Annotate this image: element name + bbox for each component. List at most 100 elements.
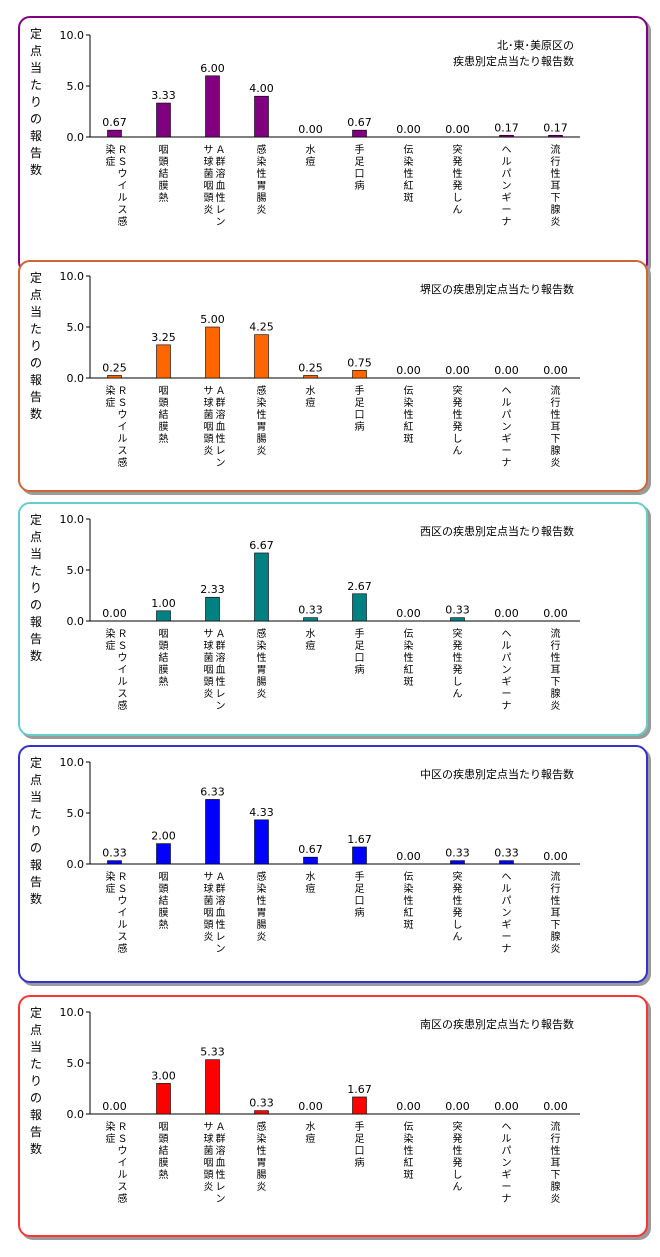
x-category-char: ン bbox=[502, 908, 512, 919]
x-category-char: 溶 bbox=[216, 651, 226, 664]
x-category-char: 炎 bbox=[257, 445, 267, 457]
x-category-char: 菌 bbox=[204, 1145, 214, 1157]
x-category-char: 痘 bbox=[306, 639, 316, 652]
x-category-char: 熱 bbox=[159, 1168, 169, 1181]
x-category-char: ギ bbox=[502, 433, 512, 445]
x-category-char: Ｓ bbox=[118, 1134, 128, 1145]
x-category-char: 性 bbox=[216, 918, 226, 931]
data-label: 0.00 bbox=[102, 607, 127, 620]
x-category-char: パ bbox=[502, 1145, 512, 1157]
x-category-char: 性 bbox=[404, 894, 414, 907]
x-category-char: 性 bbox=[453, 894, 463, 907]
x-category-char: レ bbox=[216, 932, 226, 943]
data-label: 0.17 bbox=[543, 121, 568, 134]
data-label: 0.33 bbox=[445, 604, 470, 617]
data-label: 2.67 bbox=[347, 580, 372, 593]
x-category-char: ヘ bbox=[502, 1122, 512, 1133]
x-category-char: 炎 bbox=[257, 688, 267, 700]
x-category-char: 手 bbox=[355, 870, 365, 883]
x-category-char: 耳 bbox=[551, 180, 561, 192]
x-category-char: 下 bbox=[551, 677, 561, 688]
x-category-char: 突 bbox=[453, 384, 463, 397]
x-category-label: 水痘 bbox=[306, 385, 316, 409]
x-category-char: 胃 bbox=[257, 664, 267, 676]
x-category-char: ル bbox=[502, 398, 512, 409]
x-category-char: パ bbox=[502, 168, 512, 180]
x-category-char: 水 bbox=[306, 871, 316, 883]
y-tick-label: 5.0 bbox=[67, 1057, 85, 1070]
x-category-char: 耳 bbox=[551, 1157, 561, 1169]
data-label: 0.00 bbox=[298, 123, 323, 136]
x-category-char: 腸 bbox=[257, 433, 267, 445]
x-category-char: 手 bbox=[355, 627, 365, 640]
x-category-char: 手 bbox=[355, 1120, 365, 1133]
x-category-char: 発 bbox=[453, 420, 463, 433]
chart-title: 北･東･美原区の 疾患別定点当たり報告数 bbox=[453, 39, 574, 68]
x-category-char: 性 bbox=[453, 408, 463, 421]
x-category-char: 病 bbox=[355, 663, 365, 676]
data-label: 4.00 bbox=[249, 82, 274, 95]
x-category-char: サ bbox=[204, 871, 214, 883]
x-category-char: 染 bbox=[404, 1132, 414, 1145]
x-category-char: 感 bbox=[118, 699, 128, 712]
x-category-char: 染 bbox=[404, 639, 414, 652]
x-category-char: 血 bbox=[216, 663, 226, 676]
x-category-char: 頭 bbox=[159, 397, 169, 409]
y-axis-label: 定点当たりの報告数 bbox=[29, 271, 42, 421]
x-category-char: 性 bbox=[216, 432, 226, 445]
x-category-char: 病 bbox=[355, 420, 365, 433]
data-label: 0.00 bbox=[543, 1100, 568, 1113]
x-category-char: 腸 bbox=[257, 1169, 267, 1181]
data-label: 4.25 bbox=[249, 321, 274, 334]
x-category-char: 腺 bbox=[551, 203, 561, 216]
x-category-char: 突 bbox=[453, 1120, 463, 1133]
data-label: 0.00 bbox=[445, 123, 470, 136]
x-category-char: 咽 bbox=[204, 664, 214, 676]
x-category-char: 腺 bbox=[551, 687, 561, 700]
x-category-char: 球 bbox=[204, 155, 214, 168]
data-label: 0.00 bbox=[494, 1100, 519, 1113]
x-category-char: 炎 bbox=[204, 688, 214, 700]
x-category-char: 突 bbox=[453, 627, 463, 640]
x-category-char: 咽 bbox=[204, 907, 214, 919]
x-category-char: 膜 bbox=[159, 1157, 169, 1169]
data-label: 2.33 bbox=[200, 583, 225, 596]
x-category-char: サ bbox=[204, 144, 214, 156]
x-category-char: ナ bbox=[502, 216, 512, 228]
x-category-char: レ bbox=[216, 689, 226, 700]
x-category-char: 菌 bbox=[204, 409, 214, 421]
y-axis-label: 定点当たりの報告数 bbox=[29, 27, 42, 177]
y-tick-label: 5.0 bbox=[67, 564, 85, 577]
x-category-char: 炎 bbox=[257, 931, 267, 943]
x-category-char: 斑 bbox=[404, 1168, 414, 1181]
data-label: 5.00 bbox=[200, 313, 225, 326]
bar bbox=[352, 593, 367, 622]
data-label: 0.33 bbox=[249, 1097, 274, 1110]
x-category-char: 球 bbox=[204, 396, 214, 409]
chart-title: 中区の疾患別定点当たり報告数 bbox=[420, 768, 574, 781]
x-category-char: ウ bbox=[118, 895, 128, 907]
chart-panel-nishi: 定点当たりの報告数 西区の疾患別定点当たり報告数 0.0 5.0 10.0 0.00 Ｒ Ｓ ウ… bbox=[18, 502, 648, 736]
data-label: 0.33 bbox=[102, 847, 127, 860]
x-category-char: 菌 bbox=[204, 895, 214, 907]
bar bbox=[205, 1059, 220, 1115]
x-category-char: 感 bbox=[257, 384, 267, 397]
data-label: 1.00 bbox=[151, 597, 176, 610]
x-category-char: 球 bbox=[204, 639, 214, 652]
x-category-char: ウ bbox=[118, 652, 128, 664]
data-label: 5.33 bbox=[200, 1046, 225, 1059]
x-category-char: 水 bbox=[306, 628, 316, 640]
x-category-char: 感 bbox=[118, 942, 128, 955]
data-label: 0.33 bbox=[445, 847, 470, 860]
data-label: 6.33 bbox=[200, 785, 225, 798]
x-category-char: ン bbox=[502, 181, 512, 192]
x-category-char: 熱 bbox=[159, 432, 169, 445]
y-axis-label: 定点当たりの報告数 bbox=[29, 513, 42, 663]
x-category-char: 突 bbox=[453, 143, 463, 156]
x-category-char: 斑 bbox=[404, 191, 414, 204]
x-category-char: 染 bbox=[257, 155, 267, 168]
